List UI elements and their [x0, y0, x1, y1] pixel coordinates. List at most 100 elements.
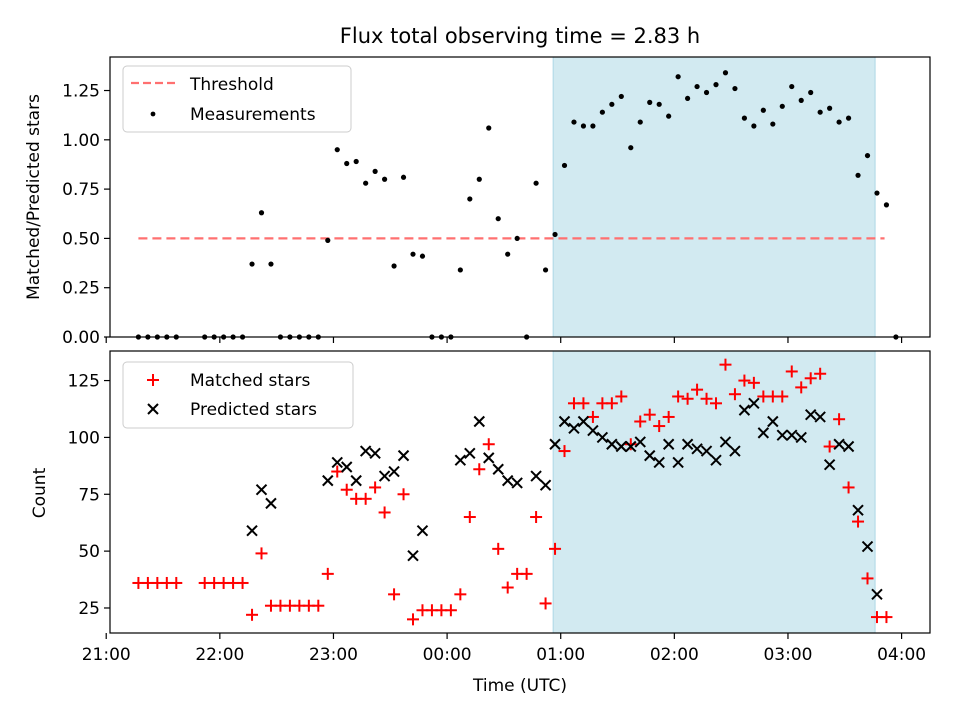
matched-star-point [246, 608, 259, 621]
matched-star-point [823, 440, 836, 453]
matched-star-point [880, 611, 893, 624]
predicted-star-point [606, 438, 618, 450]
matched-star-point [785, 365, 798, 378]
measurement-point [675, 74, 681, 80]
matched-star-point [747, 376, 760, 389]
matched-star-point [653, 420, 666, 433]
count-ytick-label: 100 [68, 428, 100, 448]
chart-title: Flux total observing time = 2.83 h [340, 24, 700, 48]
matched-star-point [662, 410, 675, 423]
measurement-point [542, 267, 549, 273]
measurement-point [561, 162, 568, 169]
predicted-star-point [814, 411, 826, 423]
matched-star-point [795, 381, 808, 394]
measurement-point [552, 231, 558, 238]
observing-window-span-bottom [552, 350, 876, 634]
matched-star-point [444, 604, 457, 617]
measurement-point [883, 202, 890, 208]
measurement-point [495, 216, 501, 222]
matched-star-point [388, 588, 401, 601]
matched-star-point [359, 492, 372, 505]
measurement-point [391, 263, 397, 269]
count-xtick-label: 01:00 [536, 645, 585, 665]
predicted-star-point [501, 474, 514, 487]
matched-star-point [833, 413, 846, 426]
matched-star-point [407, 613, 420, 626]
measurement-point [400, 174, 407, 180]
matched-star-point [586, 410, 599, 423]
predicted-star-point [757, 427, 770, 439]
measurement-point [249, 261, 255, 267]
matched-star-point [558, 445, 571, 458]
count-xtick-label: 23:00 [309, 645, 358, 665]
matched-star-point [672, 390, 685, 403]
matched-star-point [312, 599, 325, 612]
count-xtick-label: 22:00 [195, 645, 244, 665]
predicted-star-point [341, 461, 353, 473]
predicted-star-point [795, 431, 807, 444]
predicted-star-point [587, 424, 599, 437]
matched-star-point [255, 547, 268, 560]
measurement-point [476, 176, 482, 182]
count-plot-frame [109, 350, 931, 634]
measurement-point [457, 267, 463, 273]
matched-star-point [236, 576, 249, 589]
matched-star-point [321, 567, 334, 580]
predicted-star-point [644, 449, 656, 462]
count-y-axis-label: Count [30, 467, 50, 518]
count-xtick-label: 02:00 [650, 645, 699, 665]
measurement-point [874, 190, 880, 196]
count-plot-panel: 25 50 75 100 125 21:00 22:00 23:00 00:00 01:00 02… [30, 350, 931, 696]
predicted-star-point [359, 445, 372, 457]
predicted-star-point [539, 479, 552, 491]
measurement-point [580, 123, 587, 129]
predicted-star-point [483, 452, 495, 464]
measurement-point [599, 109, 605, 115]
predicted-star-point [568, 422, 580, 435]
measurement-point [845, 115, 852, 121]
matched-star-point [530, 511, 543, 524]
predicted-star-point [530, 470, 542, 482]
measurement-point [410, 251, 416, 257]
predicted-star-point [322, 474, 334, 487]
predicted-star-point [464, 447, 476, 460]
measurement-point [334, 147, 340, 153]
measurement-point [647, 99, 653, 105]
matched-star-point [710, 397, 723, 410]
measurement-point [628, 145, 634, 151]
predicted-star-point [407, 549, 419, 562]
predicted-star-point [634, 436, 646, 448]
ratio-x-axis [105, 337, 903, 343]
count-ytick-label: 75 [78, 485, 100, 505]
measurement-point [533, 180, 539, 186]
predicted-star-point [861, 540, 874, 553]
matched-star-point [615, 390, 628, 403]
measurement-point [760, 107, 766, 113]
count-xtick-label: 03:00 [763, 645, 812, 665]
ratio-ytick-label: 0.25 [62, 279, 100, 299]
matched-star-point [369, 481, 382, 494]
measurement-point [372, 168, 378, 174]
predicted-star-point [804, 408, 817, 421]
matched-star-point [549, 542, 562, 555]
measurement-point [827, 105, 833, 111]
matched-star-point [852, 515, 865, 528]
matched-star-point [634, 415, 647, 428]
x-axis-label: Time (UTC) [472, 676, 567, 696]
legend-predicted-label: Predicted stars [190, 400, 317, 420]
ratio-legend: Threshold Measurements [122, 65, 352, 133]
count-ytick-label: 25 [78, 599, 100, 619]
measurement-point [703, 89, 710, 96]
predicted-star-point [653, 456, 665, 469]
measurement-point [325, 237, 331, 243]
count-ytick-label: 50 [78, 542, 100, 562]
predicted-star-point [416, 524, 429, 537]
predicted-star-point [577, 415, 590, 428]
measurement-point [684, 95, 691, 102]
predicted-star-point [710, 454, 722, 466]
measurement-point [505, 251, 511, 257]
count-x-axis: 21:00 22:00 23:00 00:00 01:00 02:00 03:00 04:00 [82, 633, 926, 665]
measurement-point [694, 83, 700, 90]
measurement-point [817, 109, 823, 115]
